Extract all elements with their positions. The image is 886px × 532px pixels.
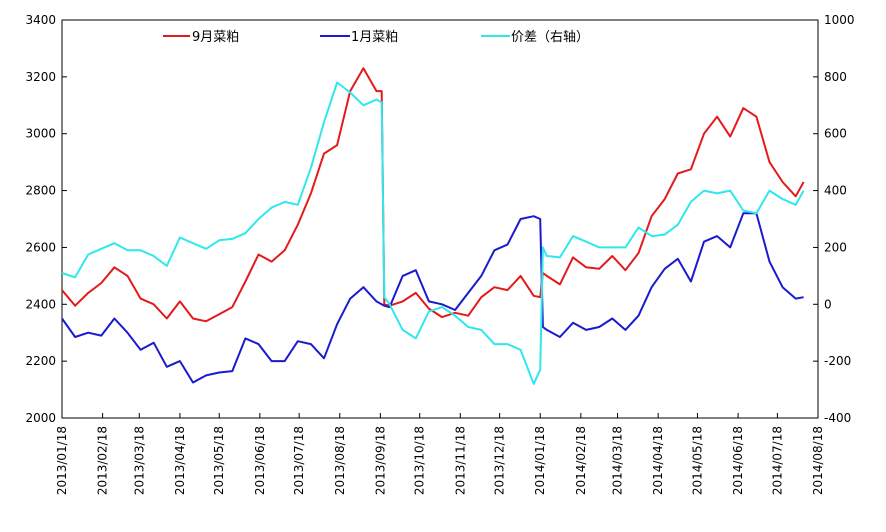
x-tick-label: 2013/12/18 [493,426,507,495]
legend-label-series-3: 价差（右轴） [511,30,589,45]
y-tick-label: 3200 [25,70,56,84]
series-lines [61,67,805,385]
axes: 20002200240026002800300032003400-400-200… [25,13,854,495]
x-tick-label: 2014/01/18 [533,426,547,495]
y2-tick-label: 0 [824,297,832,311]
y2-tick-label: -200 [824,354,851,368]
x-tick-label: 2013/11/18 [453,426,467,495]
x-tick-label: 2014/08/18 [811,426,825,495]
x-tick-label: 2013/07/18 [292,426,306,495]
x-tick-label: 2014/07/18 [770,426,784,495]
y-tick-label: 2200 [25,354,56,368]
x-tick-label: 2013/03/18 [132,426,146,495]
y2-tick-label: 400 [824,184,847,198]
x-tick-label: 2013/08/18 [333,426,347,495]
x-tick-label: 2014/05/18 [690,426,704,495]
legend: 9月菜粕 1月菜粕 价差（右轴） [163,30,589,45]
x-tick-label: 2013/09/18 [373,426,387,495]
plot-frame [61,19,819,419]
y2-tick-label: 800 [824,70,847,84]
y-tick-label: 2400 [25,297,56,311]
series-line-2 [61,212,804,384]
y-tick-label: 2000 [25,411,56,425]
x-tick-label: 2013/02/18 [96,426,110,495]
legend-label-series-2: 1月菜粕 [351,30,398,45]
y-tick-label: 2800 [25,184,56,198]
y2-tick-label: 1000 [824,13,855,27]
y2-tick-label: -400 [824,411,851,425]
y2-tick-label: 600 [824,127,847,141]
x-tick-label: 2013/05/18 [212,426,226,495]
y-tick-label: 2600 [25,240,56,254]
x-tick-label: 2014/06/18 [731,426,745,495]
x-tick-label: 2013/10/18 [413,426,427,495]
y-tick-label: 3000 [25,127,56,141]
x-tick-label: 2014/02/18 [574,426,588,495]
x-tick-label: 2013/06/18 [253,426,267,495]
x-tick-label: 2013/04/18 [173,426,187,495]
y-tick-label: 3400 [25,13,56,27]
x-tick-label: 2014/03/18 [611,426,625,495]
x-tick-label: 2013/01/18 [55,426,69,495]
legend-label-series-1: 9月菜粕 [192,30,239,45]
series-line-1 [61,67,805,323]
series-line-3 [61,81,805,385]
x-tick-label: 2014/04/18 [651,426,665,495]
y2-tick-label: 200 [824,240,847,254]
